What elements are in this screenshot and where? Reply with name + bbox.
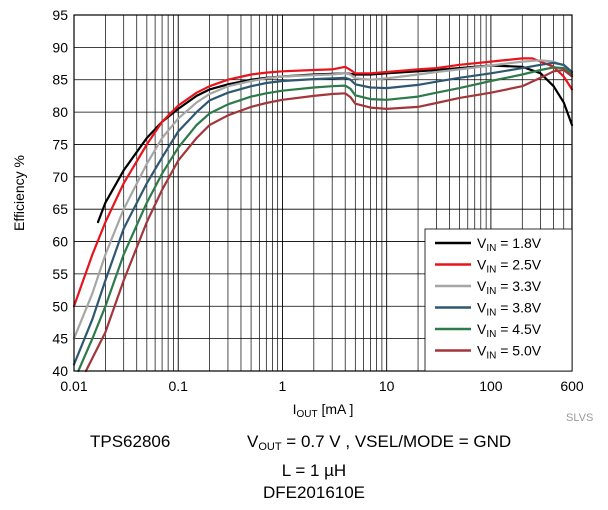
y-tick-label: 80 bbox=[52, 104, 68, 120]
vout-rest: = 0.7 V , VSEL/MODE = GND bbox=[281, 432, 512, 451]
vout-condition: VOUT = 0.7 V , VSEL/MODE = GND bbox=[247, 432, 511, 453]
y-tick-label: 60 bbox=[52, 234, 68, 250]
vout-sub: OUT bbox=[258, 441, 282, 453]
x-axis-label-main: I bbox=[293, 401, 297, 417]
y-tick-label: 75 bbox=[52, 136, 68, 152]
legend-label: VIN = 1.8V bbox=[477, 235, 542, 254]
x-axis-label-rest: [mA ] bbox=[318, 401, 354, 417]
legend-label: VIN = 3.8V bbox=[477, 300, 542, 319]
legend-label: VIN = 4.5V bbox=[477, 321, 542, 340]
y-axis-label: Efficiency % bbox=[11, 155, 27, 231]
y-tick-label: 70 bbox=[52, 169, 68, 185]
x-tick-label: 10 bbox=[379, 378, 395, 394]
x-tick-label: 1 bbox=[279, 378, 287, 394]
series-lines bbox=[72, 57, 574, 373]
legend-box bbox=[424, 228, 573, 372]
y-tick-label: 85 bbox=[52, 72, 68, 88]
inductor-value: L = 1 µH bbox=[281, 461, 347, 480]
reference-code: SLVS bbox=[566, 412, 594, 424]
vout-main: V bbox=[247, 432, 259, 451]
series-line bbox=[96, 64, 574, 224]
y-tick-label: 40 bbox=[52, 363, 68, 379]
y-tick-label: 50 bbox=[52, 298, 68, 314]
x-axis-label-sub: OUT bbox=[296, 409, 317, 420]
series-line bbox=[77, 66, 574, 373]
y-tick-label: 90 bbox=[52, 39, 68, 55]
x-tick-labels: 0.01 0.1 1 10 100 600 bbox=[60, 378, 584, 394]
series-line bbox=[72, 57, 574, 308]
legend-label: VIN = 5.0V bbox=[477, 343, 542, 362]
inductor-part: DFE201610E bbox=[262, 483, 366, 502]
y-tick-label: 65 bbox=[52, 201, 68, 217]
device-name: TPS62806 bbox=[90, 432, 171, 451]
legend: VIN = 1.8V VIN = 2.5V VIN = 3.3V VIN = 3.8V… bbox=[424, 228, 573, 372]
efficiency-chart: 40 45 50 55 60 65 70 75 80 85 90 95 0.01 0.1 1 10 100 60… bbox=[11, 7, 584, 420]
legend-label: VIN = 3.3V bbox=[477, 278, 542, 297]
y-tick-label: 55 bbox=[52, 266, 68, 282]
legend-label: VIN = 2.5V bbox=[477, 257, 542, 276]
x-axis-label: IOUT [mA ] bbox=[293, 401, 354, 420]
y-tick-labels: 40 45 50 55 60 65 70 75 80 85 90 95 bbox=[52, 7, 68, 379]
x-tick-label: 600 bbox=[560, 378, 584, 394]
y-tick-label: 45 bbox=[52, 331, 68, 347]
x-tick-label: 0.01 bbox=[60, 378, 87, 394]
series-line bbox=[84, 68, 574, 373]
plot-frame bbox=[73, 14, 573, 372]
y-tick-label: 95 bbox=[52, 7, 68, 23]
series-line bbox=[72, 61, 574, 366]
series-line bbox=[72, 59, 574, 340]
x-tick-label: 100 bbox=[479, 378, 503, 394]
x-tick-label: 0.1 bbox=[168, 378, 188, 394]
